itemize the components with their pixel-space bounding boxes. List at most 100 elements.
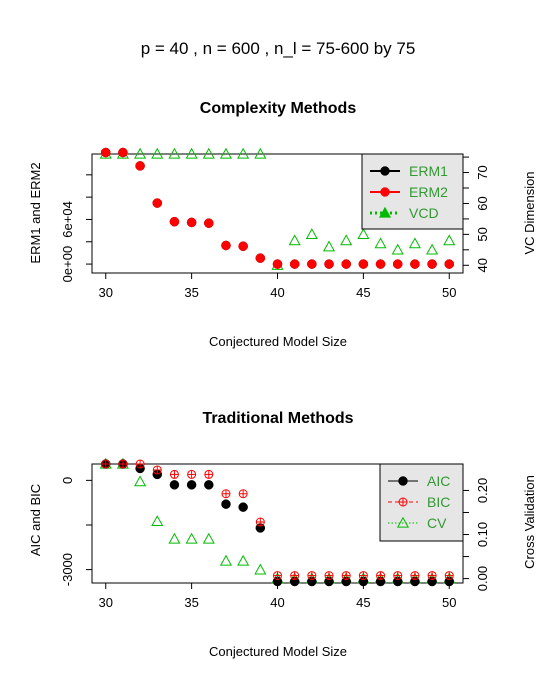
erm2-point	[410, 259, 420, 269]
x-tick-label: 35	[184, 595, 198, 610]
legend-erm2-point	[380, 187, 390, 197]
y2-tick-label: 70	[475, 165, 490, 179]
y-tick-label: 0e+00	[60, 246, 75, 283]
cv-point	[254, 563, 267, 575]
vcd-point	[391, 243, 404, 255]
panel-title: Traditional Methods	[202, 410, 353, 427]
panel-title: Complexity Methods	[200, 100, 357, 117]
bic-point	[152, 465, 162, 475]
legend-label: BIC	[427, 494, 450, 510]
y-axis: 0 -3000	[60, 477, 93, 586]
x-axis-label: Conjectured Model Size	[209, 334, 347, 349]
y-axis-label: ERM1 and ERM2	[28, 162, 43, 263]
aic-point	[204, 480, 214, 490]
cv-point	[168, 532, 181, 544]
cv-point	[185, 532, 198, 544]
bic-point	[118, 459, 128, 469]
bic-point	[307, 571, 317, 581]
bic-point	[376, 571, 386, 581]
cv-point	[202, 532, 215, 544]
legend: AIC BIC CV	[379, 463, 464, 542]
erm2-point	[427, 259, 437, 269]
aic-point	[186, 480, 197, 490]
y2-tick-label: 0.20	[475, 478, 490, 503]
erm2-point	[135, 161, 145, 171]
cv-point	[134, 475, 147, 487]
x-tick-label: 40	[270, 595, 284, 610]
legend-label: VCD	[409, 205, 439, 221]
bic-point	[290, 571, 300, 581]
erm2-point	[324, 259, 334, 269]
bic-series	[101, 459, 454, 581]
erm2-point	[169, 216, 180, 227]
bic-point	[204, 469, 214, 479]
bic-point	[324, 571, 334, 581]
page-title: p = 40 , n = 600 , n_l = 75-600 by 75	[141, 39, 416, 58]
legend-label: ERM2	[409, 184, 448, 200]
x-tick-label: 30	[99, 595, 113, 610]
y-tick-label: 0	[60, 477, 75, 484]
y-tick-label: 6e+04	[60, 201, 75, 238]
erm2-point	[186, 217, 197, 228]
cv-point	[219, 554, 233, 566]
y2-axis: 0.00 0.10 0.20	[462, 478, 490, 591]
y-axis-label: AIC and BIC	[28, 484, 43, 556]
vcd-point	[443, 234, 456, 246]
y2-tick-label: 40	[475, 258, 490, 272]
erm2-point	[392, 259, 403, 269]
erm2-series	[100, 147, 455, 269]
vcd-point	[185, 147, 198, 159]
vcd-point	[357, 228, 370, 240]
erm2-point	[444, 259, 455, 269]
bic-point	[135, 459, 145, 469]
erm2-point	[289, 259, 300, 269]
x-tick-label: 40	[270, 285, 284, 300]
vcd-series	[99, 147, 456, 270]
aic-point	[238, 502, 248, 512]
bic-point	[255, 517, 265, 527]
erm2-point	[221, 240, 231, 251]
bic-point	[187, 469, 197, 479]
y2-axis-label: Cross Validation	[522, 475, 537, 569]
erm2-point	[255, 253, 266, 263]
legend-erm1-point	[380, 166, 390, 176]
x-tick-label: 35	[184, 285, 198, 300]
vcd-point	[408, 237, 421, 249]
x-axis: 30 35 40 45 50	[99, 272, 456, 300]
erm2-point	[341, 259, 351, 269]
bic-point	[444, 571, 454, 581]
y2-axis-label: VC Dimension	[522, 171, 537, 254]
bic-point	[238, 489, 248, 499]
cv-point	[237, 554, 250, 566]
complexity-methods-panel: Complexity Methods Conjectured Model Siz…	[28, 100, 537, 349]
y2-axis: 40 50 60 70	[462, 156, 490, 273]
vcd-point	[288, 234, 301, 246]
legend-label: ERM1	[409, 163, 448, 179]
legend: ERM1 ERM2 VCD	[361, 153, 464, 230]
y-axis: 0e+00 6e+04	[60, 174, 93, 283]
erm2-point	[204, 218, 214, 228]
y2-tick-label: 50	[475, 227, 490, 241]
vcd-point	[254, 147, 267, 159]
legend-aic-point	[398, 476, 408, 486]
erm2-point	[375, 259, 386, 269]
erm2-point	[100, 147, 111, 158]
erm2-point	[238, 241, 248, 251]
vcd-point	[426, 243, 439, 255]
traditional-methods-panel: Traditional Methods Conjectured Model Si…	[28, 410, 537, 659]
bic-point	[341, 571, 351, 581]
bic-point	[101, 459, 111, 469]
y2-tick-label: 60	[475, 196, 490, 210]
bic-point	[427, 571, 437, 581]
aic-point	[221, 499, 231, 509]
bic-point	[393, 571, 403, 581]
x-axis: 30 35 40 45 50	[99, 582, 456, 610]
x-tick-label: 50	[442, 285, 456, 300]
vcd-point	[305, 228, 318, 240]
x-tick-label: 30	[99, 285, 113, 300]
vcd-point	[237, 147, 250, 159]
bic-point	[169, 469, 179, 479]
erm2-point	[307, 259, 317, 269]
bic-point	[221, 489, 231, 499]
